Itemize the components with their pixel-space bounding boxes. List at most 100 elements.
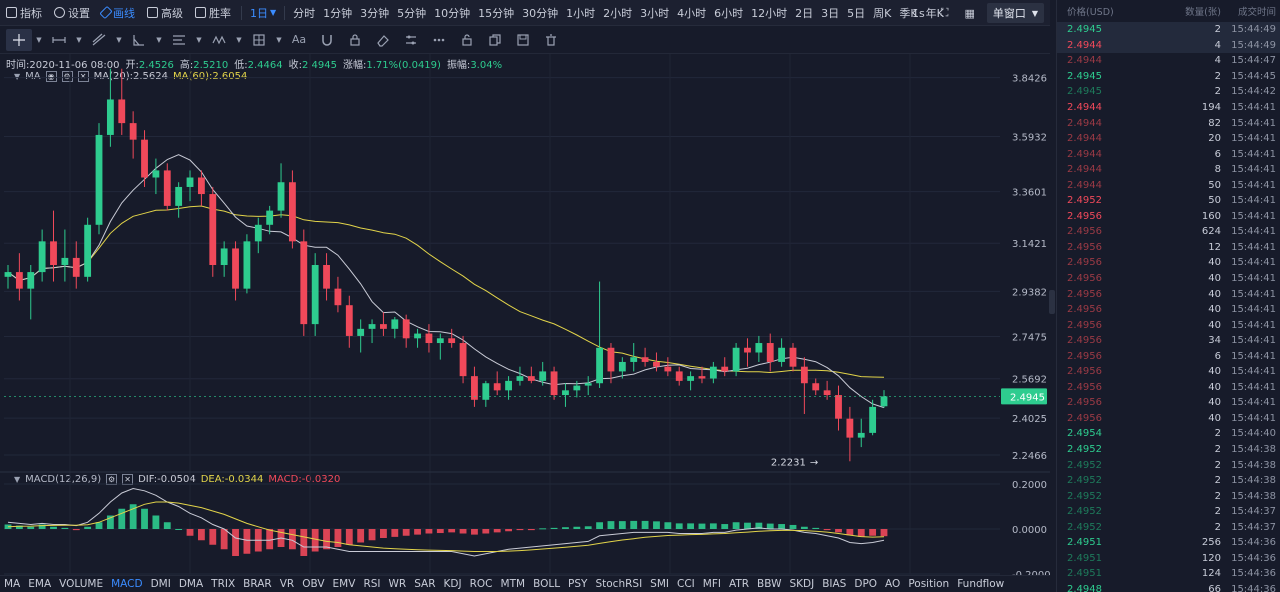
interval-9[interactable]: 3小时 [640, 6, 670, 20]
chevron-down-icon[interactable]: ▼ [14, 475, 21, 484]
lock-icon[interactable] [342, 29, 368, 51]
interval-0[interactable]: 分时 [293, 6, 316, 20]
interval-13[interactable]: 2日 [795, 6, 814, 20]
indicator-button[interactable]: 指标 [0, 5, 48, 21]
indicator-tab-dmi[interactable]: DMI [150, 578, 171, 590]
dots-icon[interactable] [426, 29, 452, 51]
lock-all-icon[interactable] [454, 29, 480, 51]
chevron-down-icon[interactable]: ▼ [156, 35, 162, 44]
trade-row: 2.4956 34 15:44:41 [1057, 333, 1280, 349]
close-icon[interactable]: ✕ [77, 71, 89, 82]
chevron-down-icon[interactable]: ▼ [116, 35, 122, 44]
indicator-tab-smi[interactable]: SMI [650, 578, 669, 590]
indicator-tab-ao[interactable]: AO [885, 578, 901, 590]
advanced-button[interactable]: 高级 [141, 5, 189, 21]
indicator-tab-dpo[interactable]: DPO [854, 578, 878, 590]
draw-button[interactable]: 画线 [96, 5, 141, 21]
interval-5[interactable]: 15分钟 [478, 6, 515, 20]
indicator-tab-mtm[interactable]: MTM [500, 578, 526, 590]
trade-time: 15:44:41 [1231, 195, 1276, 207]
interval-3[interactable]: 5分钟 [397, 6, 427, 20]
trade-time: 15:44:41 [1231, 381, 1276, 393]
interval-14[interactable]: 3日 [821, 6, 840, 20]
indicator-tab-kdj[interactable]: KDJ [443, 578, 462, 590]
indicator-tab-skdj[interactable]: SKDJ [789, 578, 815, 590]
speed-label[interactable]: 1s [912, 6, 925, 20]
eraser-icon[interactable] [370, 29, 396, 51]
interval-6[interactable]: 30分钟 [522, 6, 559, 20]
indicator-tab-atr[interactable]: ATR [728, 578, 750, 590]
interval-15[interactable]: 5日 [847, 6, 866, 20]
layout-icon[interactable]: ▦ [964, 6, 975, 20]
interval-18[interactable]: 年K [925, 6, 944, 20]
save-icon[interactable] [510, 29, 536, 51]
winrate-button[interactable]: 胜率 [189, 5, 237, 21]
interval-12[interactable]: 12小时 [751, 6, 788, 20]
indicator-tab-sar[interactable]: SAR [414, 578, 436, 590]
indicator-tab-roc[interactable]: ROC [469, 578, 493, 590]
gear-icon[interactable]: ⚙ [61, 71, 73, 82]
indicator-tab-cci[interactable]: CCI [677, 578, 695, 590]
indicator-tab-volume[interactable]: VOLUME [59, 578, 104, 590]
interval-11[interactable]: 6小时 [714, 6, 744, 20]
fullscreen-icon[interactable]: ⛶ [940, 6, 949, 19]
adjust-icon[interactable] [398, 29, 424, 51]
trade-qty: 6 [1214, 148, 1221, 160]
fib-icon[interactable] [166, 29, 192, 51]
indicator-tab-trix[interactable]: TRIX [211, 578, 236, 590]
panel-collapse-handle[interactable] [1049, 290, 1055, 314]
text-icon[interactable]: Aa [291, 33, 307, 46]
trade-qty: 40 [1208, 366, 1221, 378]
indicator-tab-mfi[interactable]: MFI [702, 578, 721, 590]
chevron-down-icon[interactable]: ▼ [276, 35, 282, 44]
measure-icon[interactable] [246, 29, 272, 51]
interval-7[interactable]: 1小时 [566, 6, 596, 20]
indicator-tab-vr[interactable]: VR [279, 578, 295, 590]
chevron-down-icon[interactable]: ▼ [76, 35, 82, 44]
macd-bar [869, 529, 877, 536]
settings-button[interactable]: 设置 [48, 5, 96, 21]
indicator-tab-ema[interactable]: EMA [28, 578, 52, 590]
indicator-tab-boll[interactable]: BOLL [533, 578, 561, 590]
interval-8[interactable]: 2小时 [603, 6, 633, 20]
indicator-tab-obv[interactable]: OBV [302, 578, 325, 590]
indicator-tab-emv[interactable]: EMV [332, 578, 356, 590]
chevron-down-icon[interactable]: ▼ [36, 35, 42, 44]
chevron-down-icon[interactable]: ▼ [236, 35, 242, 44]
interval-10[interactable]: 4小时 [677, 6, 707, 20]
indicator-tab-bbw[interactable]: BBW [757, 578, 782, 590]
indicator-tab-macd[interactable]: MACD [111, 578, 143, 590]
interval-1[interactable]: 1分钟 [323, 6, 353, 20]
chevron-down-icon[interactable]: ▼ [196, 35, 202, 44]
candlestick-chart[interactable]: 2.2231 → 0.2000 0.0000 -0.2000 3.8426 3.5932… [0, 54, 1050, 575]
crosshair-icon[interactable] [6, 28, 32, 51]
horizontal-line-icon[interactable] [46, 29, 72, 51]
indicator-tab-fundflow[interactable]: Fundflow [957, 578, 1005, 590]
wave-icon[interactable] [206, 29, 232, 51]
copy-icon[interactable] [482, 29, 508, 51]
indicator-tab-brar[interactable]: BRAR [243, 578, 272, 590]
indicator-tab-ma[interactable]: MA [4, 578, 21, 590]
trend-line-icon[interactable] [86, 29, 112, 51]
chevron-down-icon[interactable]: ▼ [14, 72, 21, 81]
window-mode-select[interactable]: 单窗口 ▼ [986, 3, 1044, 23]
indicator-tab-bias[interactable]: BIAS [822, 578, 847, 590]
indicator-tab-position[interactable]: Position [908, 578, 950, 590]
indicator-tab-dma[interactable]: DMA [178, 578, 204, 590]
indicator-tab-stochrsi[interactable]: StochRSI [595, 578, 643, 590]
top-toolbar: 指标 设置 画线 高级 胜率 1日 ▼ 分时 1分钟 3分钟 5分钟 10分钟 15分钟 30… [0, 0, 1050, 26]
trash-icon[interactable] [538, 29, 564, 51]
interval-4[interactable]: 10分钟 [434, 6, 471, 20]
interval-16[interactable]: 周K [873, 6, 892, 20]
macd-bar [448, 529, 456, 533]
indicator-tab-psy[interactable]: PSY [568, 578, 588, 590]
angle-icon[interactable] [126, 29, 152, 51]
interval-2[interactable]: 3分钟 [360, 6, 390, 20]
interval-select[interactable]: 1日 ▼ [250, 6, 277, 20]
eye-icon[interactable]: ◉ [45, 71, 57, 82]
indicator-tab-rsi[interactable]: RSI [363, 578, 381, 590]
trade-qty: 6 [1214, 350, 1221, 362]
indicator-tab-wr[interactable]: WR [388, 578, 407, 590]
magnet-icon[interactable] [314, 29, 340, 51]
interval-17[interactable]: 季K [899, 6, 918, 20]
